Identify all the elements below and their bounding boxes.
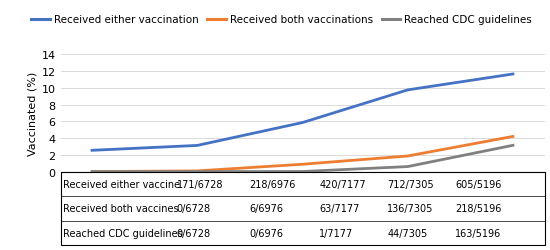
Text: 44/7305: 44/7305: [387, 228, 427, 238]
Text: Reached CDC guidelines: Reached CDC guidelines: [63, 228, 183, 238]
Reached CDC guidelines: [89, 170, 95, 173]
Text: 712/7305: 712/7305: [387, 179, 434, 189]
Line: Received both vaccinations: Received both vaccinations: [92, 137, 513, 172]
Received both vaccinations: [194, 170, 201, 173]
Line: Received either vaccination: Received either vaccination: [92, 75, 513, 151]
Received both vaccinations: [299, 163, 306, 166]
Text: 420/7177: 420/7177: [320, 179, 366, 189]
Text: 163/5196: 163/5196: [455, 228, 501, 238]
Text: Received both vaccines: Received both vaccines: [63, 204, 179, 214]
Text: 0/6976: 0/6976: [249, 228, 283, 238]
Text: 136/7305: 136/7305: [387, 204, 433, 214]
Text: 605/5196: 605/5196: [455, 179, 502, 189]
Text: 0/6728: 0/6728: [177, 228, 211, 238]
Text: Received either vaccine: Received either vaccine: [63, 179, 180, 189]
Received either vaccination: [89, 149, 95, 152]
Legend: Received either vaccination, Received both vaccinations, Reached CDC guidelines: Received either vaccination, Received bo…: [27, 11, 536, 29]
Text: 6/6976: 6/6976: [249, 204, 283, 214]
Text: 171/6728: 171/6728: [177, 179, 223, 189]
Received both vaccinations: [510, 136, 516, 138]
Received either vaccination: [194, 144, 201, 147]
Received either vaccination: [404, 89, 411, 92]
Reached CDC guidelines: [194, 170, 201, 173]
Reached CDC guidelines: [510, 144, 516, 147]
Received both vaccinations: [89, 170, 95, 173]
Text: 218/6976: 218/6976: [249, 179, 296, 189]
Line: Reached CDC guidelines: Reached CDC guidelines: [92, 146, 513, 172]
Text: 1/7177: 1/7177: [320, 228, 354, 238]
Text: 218/5196: 218/5196: [455, 204, 502, 214]
Text: 63/7177: 63/7177: [320, 204, 360, 214]
Received either vaccination: [299, 122, 306, 124]
Reached CDC guidelines: [299, 170, 306, 173]
Reached CDC guidelines: [404, 166, 411, 168]
Text: 0/6728: 0/6728: [177, 204, 211, 214]
Received both vaccinations: [404, 155, 411, 158]
Received either vaccination: [510, 73, 516, 76]
Y-axis label: Vaccinated (%): Vaccinated (%): [28, 72, 37, 156]
